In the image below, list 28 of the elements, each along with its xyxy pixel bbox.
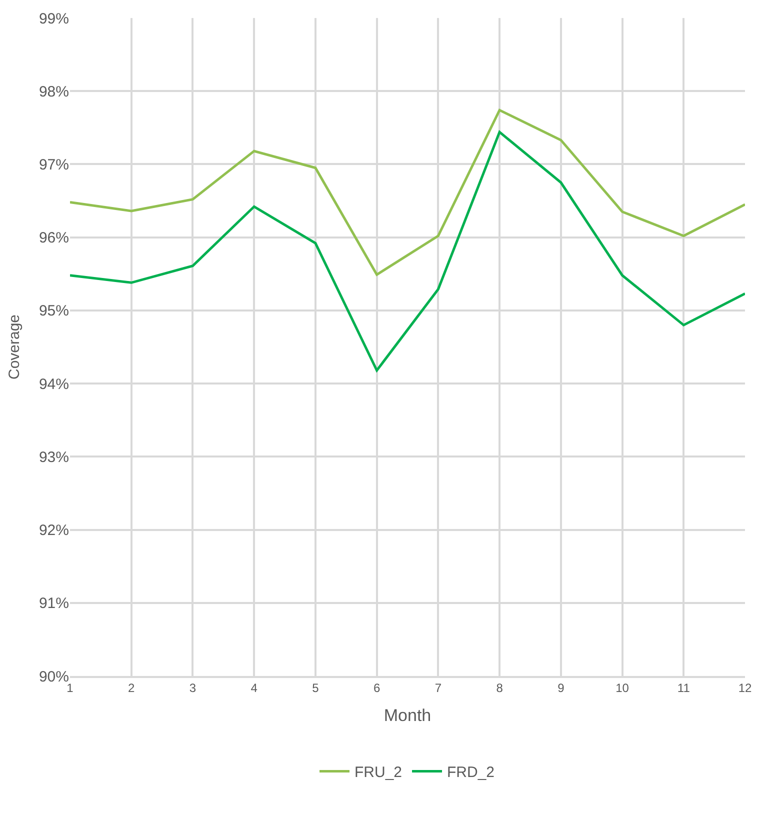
x-tick-label: 11 bbox=[677, 681, 690, 696]
x-axis-title: Month bbox=[384, 706, 432, 726]
x-tick-label: 4 bbox=[250, 681, 258, 696]
y-tick-label: 90% bbox=[38, 668, 69, 686]
y-axis-title: Coverage bbox=[6, 314, 24, 380]
y-tick-label: 91% bbox=[38, 595, 69, 612]
line-series bbox=[70, 108, 745, 276]
x-tick-label: 7 bbox=[434, 681, 442, 696]
legend-label: FRD_2 bbox=[447, 764, 495, 782]
y-tick-label: 97% bbox=[38, 156, 69, 174]
x-tick-label: 6 bbox=[373, 681, 380, 696]
x-tick-label: 10 bbox=[616, 681, 630, 696]
x-tick-label: 12 bbox=[738, 681, 752, 696]
y-tick-label: 99% bbox=[38, 10, 69, 28]
y-tick-label: 95% bbox=[38, 302, 69, 320]
y-tick-label: 92% bbox=[38, 522, 69, 540]
line-series bbox=[70, 130, 745, 372]
y-tick-label: 93% bbox=[38, 448, 69, 466]
y-tick-label: 94% bbox=[38, 376, 69, 393]
x-tick-label: 3 bbox=[189, 681, 196, 696]
x-tick-label: 5 bbox=[312, 681, 320, 696]
x-tick-label: 8 bbox=[496, 681, 504, 696]
legend-label: FRU_2 bbox=[354, 764, 402, 782]
y-tick-label: 98% bbox=[38, 83, 69, 100]
x-tick-label: 9 bbox=[558, 681, 565, 696]
y-tick-label: 96% bbox=[38, 230, 69, 247]
x-tick-label: 1 bbox=[66, 681, 74, 696]
x-tick-label: 2 bbox=[128, 681, 136, 696]
